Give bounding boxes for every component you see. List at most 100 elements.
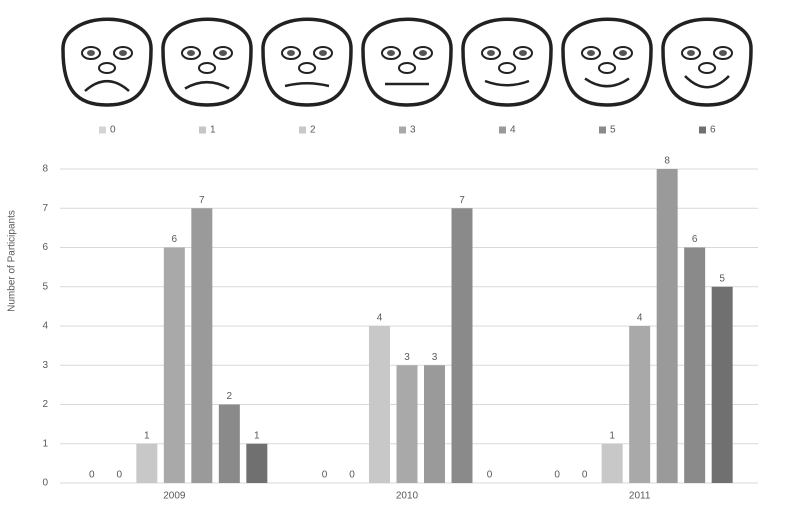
- x-tick-label: 2011: [629, 491, 651, 502]
- nose: [198, 62, 216, 74]
- y-tick-label: 7: [42, 203, 48, 214]
- pupil: [487, 50, 495, 56]
- legend-swatch: [699, 126, 706, 134]
- eye: [681, 46, 701, 60]
- data-label: 4: [377, 313, 383, 324]
- eye: [481, 46, 501, 60]
- pupil: [687, 50, 695, 56]
- data-label: 0: [554, 470, 560, 481]
- nose: [398, 62, 416, 74]
- pupil: [87, 50, 95, 56]
- y-tick-label: 4: [42, 321, 48, 332]
- eye: [181, 46, 201, 60]
- bar: [246, 443, 268, 483]
- face-scale: [61, 17, 753, 107]
- y-tick-label: 5: [42, 281, 48, 292]
- nose: [598, 62, 616, 74]
- data-label: 1: [254, 430, 260, 441]
- bar: [601, 443, 623, 483]
- eye: [81, 46, 101, 60]
- legend-label: 6: [710, 125, 716, 136]
- bar: [711, 286, 733, 483]
- data-label: 6: [172, 234, 178, 245]
- data-label: 1: [609, 430, 615, 441]
- legend-swatch: [399, 126, 406, 134]
- bar: [218, 404, 240, 483]
- face-outline: [561, 17, 653, 107]
- face-outline: [261, 17, 353, 107]
- y-tick-label: 3: [42, 360, 48, 371]
- eye: [413, 46, 433, 60]
- legend-swatch: [599, 126, 606, 134]
- legend-label: 2: [310, 125, 316, 136]
- y-tick-label: 0: [42, 478, 48, 489]
- eye: [313, 46, 333, 60]
- data-label: 4: [637, 313, 643, 324]
- nose: [298, 62, 316, 74]
- face-outline: [161, 17, 253, 107]
- data-label: 0: [349, 470, 355, 481]
- face-outline: [461, 17, 553, 107]
- mouth: [484, 79, 530, 87]
- bar: [629, 326, 651, 483]
- mouth: [184, 80, 230, 90]
- eye: [281, 46, 301, 60]
- eye: [113, 46, 133, 60]
- x-tick-label: 2010: [396, 491, 419, 502]
- mouth: [584, 77, 630, 88]
- legend-label: 5: [610, 125, 616, 136]
- eye: [513, 46, 533, 60]
- data-label: 0: [582, 470, 588, 481]
- legend-swatch: [299, 126, 306, 134]
- bar: [424, 365, 445, 483]
- pupil: [719, 50, 727, 56]
- legend-label: 0: [110, 125, 116, 136]
- y-axis-label: Number of Participants: [7, 210, 18, 312]
- data-label: 1: [144, 430, 150, 441]
- data-label: 8: [664, 156, 670, 167]
- eye: [213, 46, 233, 60]
- mouth: [684, 75, 730, 89]
- pupil: [187, 50, 195, 56]
- face-outline: [61, 17, 153, 107]
- mouth: [84, 79, 130, 92]
- pupil: [587, 50, 595, 56]
- data-label: 3: [432, 352, 438, 363]
- pupil: [519, 50, 527, 56]
- pupil: [119, 50, 127, 56]
- pupil: [419, 50, 427, 56]
- nose: [698, 62, 716, 74]
- data-label: 3: [404, 352, 410, 363]
- pupil: [287, 50, 295, 56]
- pupil: [319, 50, 327, 56]
- data-label: 0: [117, 470, 123, 481]
- legend-swatch: [199, 126, 206, 134]
- data-label: 6: [692, 234, 698, 245]
- bar: [369, 326, 390, 483]
- data-label: 0: [322, 470, 328, 481]
- eye: [581, 46, 601, 60]
- x-tick-label: 2009: [163, 491, 186, 502]
- nose: [498, 62, 516, 74]
- eye: [613, 46, 633, 60]
- pupil: [219, 50, 227, 56]
- nose: [98, 62, 116, 74]
- bar: [163, 247, 185, 483]
- bar: [656, 169, 678, 483]
- bar: [451, 208, 473, 483]
- y-tick-label: 8: [42, 164, 48, 175]
- legend-label: 4: [510, 125, 516, 136]
- eye: [381, 46, 401, 60]
- legend-label: 3: [410, 125, 416, 136]
- y-tick-label: 6: [42, 242, 48, 253]
- data-label: 5: [719, 273, 725, 284]
- face-outline: [661, 17, 753, 107]
- data-label: 7: [199, 195, 205, 206]
- data-label: 0: [89, 470, 95, 481]
- eye: [713, 46, 733, 60]
- bar: [396, 365, 418, 483]
- data-label: 7: [459, 195, 465, 206]
- legend-swatch: [99, 126, 106, 134]
- data-label: 0: [487, 470, 493, 481]
